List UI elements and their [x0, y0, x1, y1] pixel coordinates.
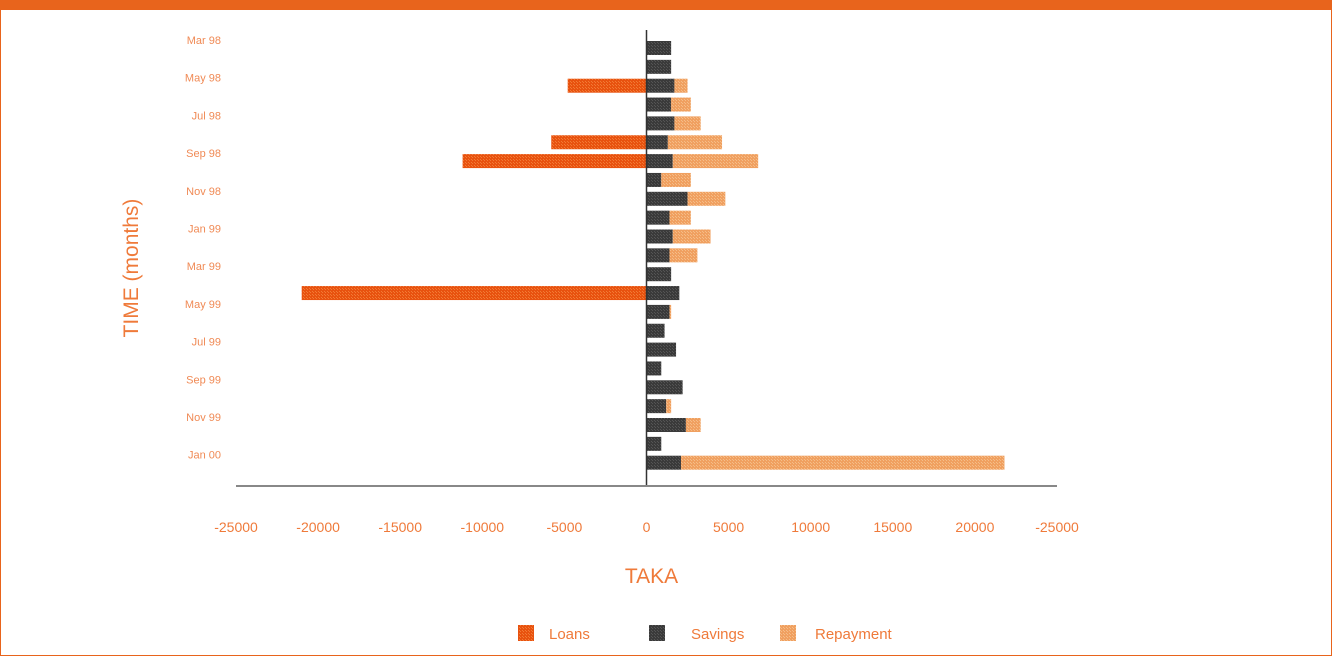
bar-loans-oct-98 — [462, 154, 647, 169]
bar-loans-jun-98 — [567, 78, 647, 93]
bar-savings-jul-98 — [646, 97, 672, 112]
bar-savings-apr-99 — [646, 267, 672, 282]
bar-repayment-jan-99 — [669, 210, 691, 225]
y-axis-title: TIME (months) — [120, 199, 143, 338]
x-tick-label: 15000 — [873, 519, 912, 535]
legend-swatch-savings — [649, 625, 665, 641]
y-tick-label: May 98 — [185, 73, 221, 85]
x-tick-label: -15000 — [378, 519, 422, 535]
bar-savings-apr-98 — [646, 41, 672, 55]
bar-repayment-jul-98 — [671, 97, 691, 112]
bar-loans-sep-98 — [551, 135, 647, 150]
x-tick-label: 10000 — [791, 519, 830, 535]
legend-label-repayment: Repayment — [815, 626, 893, 643]
bar-savings-oct-99 — [646, 380, 683, 395]
bar-savings-nov-98 — [646, 172, 662, 187]
bar-savings-aug-98 — [646, 116, 675, 131]
legend-swatch-loans — [518, 625, 534, 641]
x-axis-title: TAKA — [625, 565, 678, 588]
x-tick-label: -20000 — [296, 519, 340, 535]
bar-savings-feb-00 — [646, 455, 681, 470]
bar-repayment-oct-98 — [672, 154, 759, 169]
y-tick-label: Nov 99 — [186, 412, 221, 424]
y-tick-label: Mar 98 — [187, 35, 221, 47]
bar-repayment-nov-99 — [666, 399, 672, 414]
legend-swatch-repayment — [780, 625, 796, 641]
bar-savings-jun-98 — [646, 78, 675, 93]
x-tick-label: 5000 — [713, 519, 744, 535]
bar-savings-oct-98 — [646, 154, 673, 169]
bar-savings-jan-00 — [646, 436, 662, 451]
x-tick-label: 20000 — [955, 519, 994, 535]
y-tick-label: Jul 99 — [192, 337, 221, 349]
y-tick-label: Jul 98 — [192, 110, 221, 122]
bar-savings-dec-99 — [646, 418, 686, 432]
y-tick-label: Mar 99 — [187, 261, 221, 273]
bar-repayment-dec-99 — [685, 418, 701, 432]
bar-savings-nov-99 — [646, 399, 667, 414]
y-tick-label: Sep 99 — [186, 374, 221, 386]
bar-savings-may-98 — [646, 59, 672, 74]
bar-repayment-nov-98 — [661, 172, 691, 187]
y-tick-label: May 99 — [185, 299, 221, 311]
x-tick-label: -25000 — [214, 519, 258, 535]
y-tick-label: Jan 99 — [188, 224, 221, 236]
bar-repayment-jun-99 — [669, 304, 672, 319]
bar-repayment-jun-98 — [674, 78, 688, 93]
bar-repayment-mar-99 — [669, 248, 698, 263]
y-tick-label: Nov 98 — [186, 186, 221, 198]
bar-savings-may-99 — [646, 286, 680, 301]
x-tick-label: -5000 — [546, 519, 582, 535]
bar-savings-sep-99 — [646, 361, 662, 376]
bar-chart: Mar 98 May 98 Jul 98 Sep 98 Nov 98 Jan 99 Mar … — [120, 30, 1079, 643]
bar-savings-mar-99 — [646, 248, 670, 263]
bar-savings-jul-99 — [646, 323, 665, 338]
x-tick-label: -10000 — [461, 519, 505, 535]
bar-repayment-aug-98 — [674, 116, 701, 131]
bar-savings-aug-99 — [646, 342, 677, 357]
bar-savings-dec-98 — [646, 191, 688, 206]
legend-label-loans: Loans — [549, 626, 590, 643]
x-tick-label: -25000 — [1035, 519, 1079, 535]
bar-savings-jan-99 — [646, 210, 670, 225]
legend-label-savings: Savings — [691, 626, 744, 643]
bar-repayment-dec-98 — [687, 191, 726, 206]
y-tick-label: Jan 00 — [188, 450, 221, 462]
bar-loans-may-99 — [301, 286, 647, 301]
y-tick-label: Sep 98 — [186, 148, 221, 160]
bar-savings-feb-99 — [646, 229, 673, 244]
x-tick-label: 0 — [643, 519, 651, 535]
bar-savings-sep-98 — [646, 135, 668, 150]
bar-repayment-sep-98 — [667, 135, 723, 150]
bar-savings-jun-99 — [646, 304, 670, 319]
bar-repayment-feb-99 — [672, 229, 711, 244]
bar-repayment-feb-00 — [680, 455, 1005, 470]
